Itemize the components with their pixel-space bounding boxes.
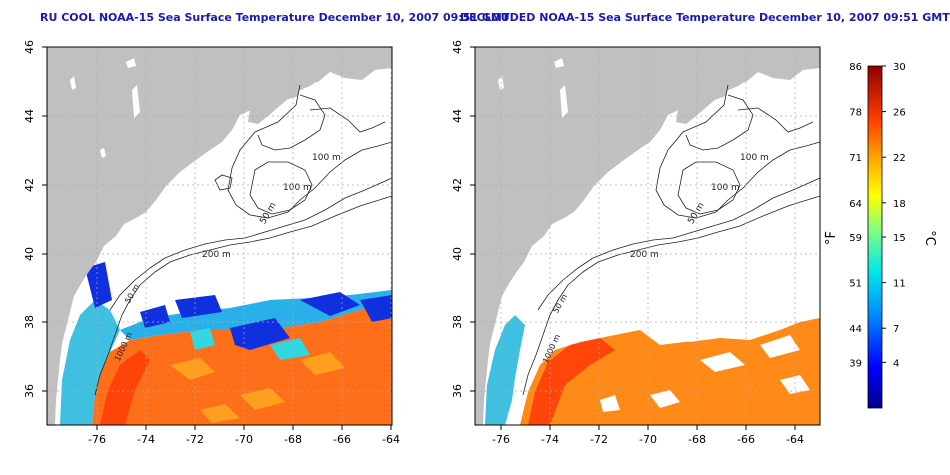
left-lon-axis: -76 -74 -72 -70 -68 -66 -64 xyxy=(88,425,400,446)
right-lat-label-40: 40 xyxy=(451,247,464,261)
right-grid xyxy=(475,47,820,425)
right-lat-label-36: 36 xyxy=(451,384,464,398)
fahrenheit-tick-label: 59 xyxy=(849,233,862,244)
right-map-title: DECLOUDED NOAA-15 Sea Surface Temperatur… xyxy=(460,11,950,24)
right-lat-label-46: 46 xyxy=(451,40,464,54)
right-lon-label-70: -70 xyxy=(639,433,657,446)
celsius-tick-label: 26 xyxy=(893,108,906,119)
fahrenheit-tick-label: 44 xyxy=(849,324,862,335)
left-lon-label-72: -72 xyxy=(186,433,204,446)
right-bathymetry-contours xyxy=(522,84,820,396)
celsius-unit-label: °C xyxy=(922,230,937,246)
fahrenheit-tick-label: 86 xyxy=(849,62,862,73)
left-lon-label-66: -66 xyxy=(333,433,351,446)
left-grid xyxy=(47,47,392,425)
left-map-panel: 100 m 100 m 50 m 200 m 50 m 1000 m 36 xyxy=(23,40,400,446)
left-lon-label-68: -68 xyxy=(284,433,302,446)
right-lon-axis: -76 -74 -72 -70 -68 -66 -64 xyxy=(492,425,804,446)
left-cyan-patches xyxy=(190,328,310,360)
right-cool-water xyxy=(485,315,525,425)
right-lon-label-76: -76 xyxy=(492,433,510,446)
right-contour-label-200m: 200 m xyxy=(630,250,659,260)
right-lat-label-38: 38 xyxy=(451,315,464,329)
left-land xyxy=(47,47,392,425)
right-lat-label-44: 44 xyxy=(451,109,464,123)
left-lon-label-64: -64 xyxy=(382,433,400,446)
colorbar-gradient xyxy=(867,65,883,409)
left-warm-streak xyxy=(100,350,150,425)
celsius-tick-label: 4 xyxy=(893,358,899,369)
celsius-tick-label: 18 xyxy=(893,199,906,210)
right-lat-label-42: 42 xyxy=(451,178,464,192)
left-lat-label-38: 38 xyxy=(23,315,36,329)
celsius-tick-label: 7 xyxy=(893,324,899,335)
celsius-tick-label: 22 xyxy=(893,153,906,164)
fahrenheit-tick-label: 64 xyxy=(849,199,862,210)
left-contour-label-100m-a: 100 m xyxy=(312,153,341,163)
right-lon-label-66: -66 xyxy=(737,433,755,446)
right-lon-label-74: -74 xyxy=(541,433,559,446)
left-cold-patches xyxy=(85,262,392,350)
celsius-tick-label: 15 xyxy=(893,233,906,244)
left-map-title: RU COOL NOAA-15 Sea Surface Temperature … xyxy=(40,11,510,24)
celsius-tick-label: 30 xyxy=(893,62,906,73)
left-lat-label-46: 46 xyxy=(23,40,36,54)
right-contour-label-100m-b: 100 m xyxy=(711,183,740,193)
left-lat-label-44: 44 xyxy=(23,109,36,123)
left-lon-label-76: -76 xyxy=(88,433,106,446)
left-lat-label-40: 40 xyxy=(23,247,36,261)
left-map-frame xyxy=(46,46,393,426)
right-lon-label-68: -68 xyxy=(688,433,706,446)
right-lat-axis: 36 38 40 42 44 46 xyxy=(451,40,475,398)
fahrenheit-unit-label: °F xyxy=(824,231,839,245)
left-lat-axis: 36 38 40 42 44 46 xyxy=(23,40,47,398)
left-lat-label-42: 42 xyxy=(23,178,36,192)
left-bathymetry-contours xyxy=(94,84,392,396)
celsius-tick-label: 11 xyxy=(893,279,906,290)
fahrenheit-tick-label: 51 xyxy=(849,279,862,290)
right-nova-scotia xyxy=(676,70,750,124)
left-cool-water xyxy=(60,300,120,425)
left-contour-label-200m: 200 m xyxy=(202,250,231,260)
right-map-panel: 100 m 100 m 50 m 200 m 50 m 1000 m 36 38 xyxy=(451,40,821,446)
left-nova-scotia xyxy=(248,70,322,124)
left-lon-label-70: -70 xyxy=(235,433,253,446)
left-lon-label-74: -74 xyxy=(137,433,155,446)
right-lon-label-64: -64 xyxy=(786,433,804,446)
left-contour-label-100m-b: 100 m xyxy=(283,183,312,193)
right-land xyxy=(475,47,820,425)
right-lakes xyxy=(498,58,568,118)
fahrenheit-tick-label: 71 xyxy=(849,153,862,164)
right-lon-label-72: -72 xyxy=(590,433,608,446)
fahrenheit-tick-label: 39 xyxy=(849,358,862,369)
left-warm-water xyxy=(92,300,392,425)
fahrenheit-tick-label: 78 xyxy=(849,108,862,119)
right-contour-label-100m-a: 100 m xyxy=(740,153,769,163)
left-yellow-eddies xyxy=(170,352,345,423)
left-lat-label-36: 36 xyxy=(23,384,36,398)
